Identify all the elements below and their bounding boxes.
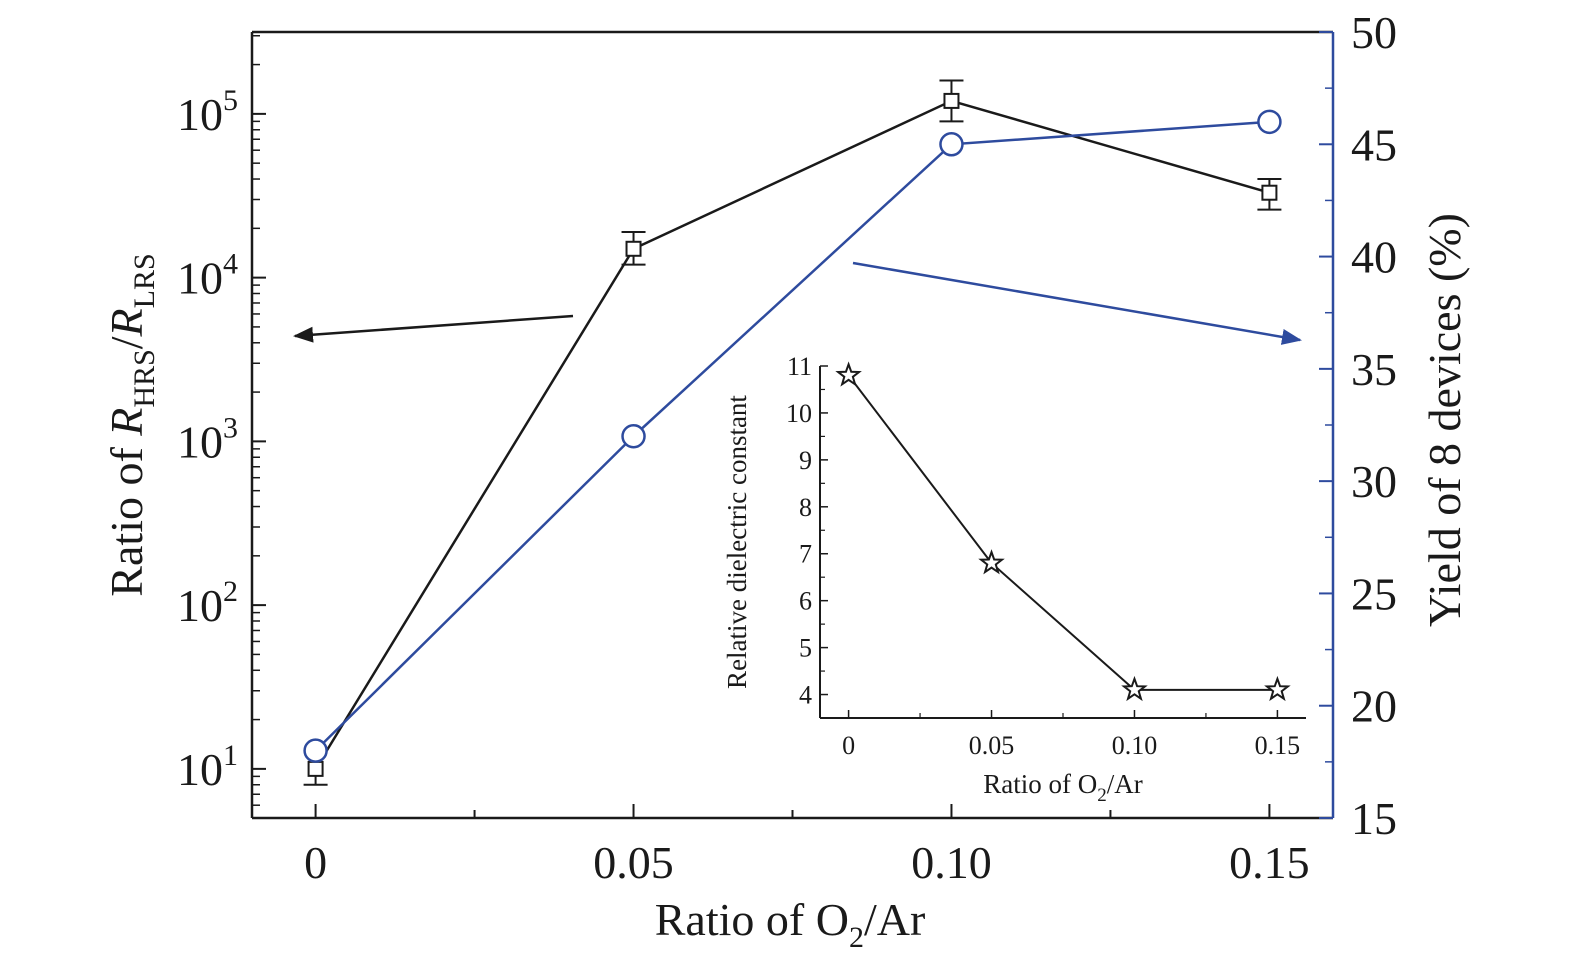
left-title-sub1: HRS xyxy=(128,349,161,407)
main-y-right-tick-label: 45 xyxy=(1351,119,1397,170)
inset-x-title-sub: 2 xyxy=(1097,785,1107,806)
dielectric-point-star xyxy=(835,361,862,387)
dielectric-point-star xyxy=(978,549,1005,575)
ratio-point-square xyxy=(1261,184,1278,201)
main-plot: 0 0.05 0.10 0.15101102103104105152025303540… xyxy=(101,7,1470,954)
left-title-prefix: Ratio of xyxy=(101,436,152,597)
main-y-left-tick-label: 103 xyxy=(177,411,238,467)
main-x-title-prefix: Ratio of O xyxy=(655,894,849,945)
main-y-right-tick-label: 15 xyxy=(1351,793,1397,844)
left-title-r1: R xyxy=(101,408,152,437)
main-x-tick-label: 0.10 xyxy=(911,837,992,888)
inset-x-axis-title: Ratio of O2/Ar xyxy=(983,769,1143,806)
ratio-point-square xyxy=(943,92,960,109)
inset-x-title-suffix: /Ar xyxy=(1107,769,1143,799)
main-y-right-tick-label: 40 xyxy=(1351,232,1397,283)
inset-y-axis-title: Relative dielectric constant xyxy=(722,395,752,689)
main-y-left-axis-title: Ratio of RHRS/RLRS xyxy=(101,253,161,596)
inset-plot: 4 5 6 7 8 9 10 11 0 0.05 0.10 0.15 Ratio of O2/Ar R… xyxy=(722,352,1306,806)
main-x-tick-label: 0.15 xyxy=(1229,837,1310,888)
inset-series xyxy=(835,361,1291,702)
left-title-r2: R xyxy=(101,308,152,337)
inset-y-tick-label: 10 xyxy=(786,399,812,428)
inset-x-tick-label: 0 xyxy=(842,731,855,760)
dielectric-point-star xyxy=(1264,675,1291,702)
inset-y-tick-label: 4 xyxy=(799,681,812,710)
main-x-tick-label: 0 xyxy=(304,837,327,888)
main-y-right-tick-label: 35 xyxy=(1351,344,1397,395)
main-x-axis-title: Ratio of O2/Ar xyxy=(655,894,926,954)
inset-x-title-prefix: Ratio of O xyxy=(983,769,1097,799)
main-y-left-tick-label: 104 xyxy=(177,248,238,304)
left-title-slash: / xyxy=(101,336,152,349)
yield-series-line xyxy=(314,120,1270,752)
inset-x-tick-label: 0.15 xyxy=(1255,731,1301,760)
ratio-point-square xyxy=(307,760,324,777)
arrow-to-right-axis xyxy=(852,261,1302,345)
inset-background xyxy=(820,366,1306,718)
yield-point-circle xyxy=(621,423,646,449)
main-series xyxy=(303,79,1282,786)
ratio-series-line xyxy=(314,99,1270,770)
inset-y-tick-label: 8 xyxy=(799,493,812,522)
ratio-point-square xyxy=(625,240,642,257)
inset-y-tick-label: 5 xyxy=(799,634,812,663)
main-y-right-axis-title: Yield of 8 devices (%) xyxy=(1419,213,1470,627)
main-y-right-tick-label: 20 xyxy=(1351,681,1397,732)
main-x-tick-label: 0.05 xyxy=(593,837,674,888)
inset-x-tick-label: 0.10 xyxy=(1112,731,1158,760)
main-x-title-sub: 2 xyxy=(849,921,864,954)
main-ticks: 0 0.05 0.10 0.15101102103104105152025303540… xyxy=(177,7,1397,888)
inset-y-tick-label: 9 xyxy=(799,446,812,475)
main-y-right-tick-label: 25 xyxy=(1351,568,1397,619)
arrow-to-left-axis xyxy=(293,314,574,343)
yield-point-circle xyxy=(303,738,328,763)
inset-x-tick-label: 0.05 xyxy=(969,731,1015,760)
main-y-right-tick-label: 30 xyxy=(1351,456,1397,507)
main-y-right-tick-label: 50 xyxy=(1351,7,1397,58)
dielectric-series-line xyxy=(847,374,1278,691)
yield-point-circle xyxy=(939,132,964,157)
main-x-title-suffix: /Ar xyxy=(864,894,925,945)
main-y-left-tick-label: 105 xyxy=(177,84,238,140)
yield-point-circle xyxy=(1257,109,1282,135)
inset-y-tick-label: 11 xyxy=(787,352,812,381)
main-y-left-tick-label: 101 xyxy=(177,739,238,795)
inset-ticks: 4 5 6 7 8 9 10 11 0 0.05 0.10 0.15 xyxy=(786,352,1300,760)
inset-y-tick-label: 6 xyxy=(799,587,812,616)
inset-y-tick-label: 7 xyxy=(799,540,812,569)
left-title-sub2: LRS xyxy=(128,253,161,308)
main-y-left-tick-label: 102 xyxy=(177,575,238,631)
dielectric-point-star xyxy=(1121,675,1148,702)
